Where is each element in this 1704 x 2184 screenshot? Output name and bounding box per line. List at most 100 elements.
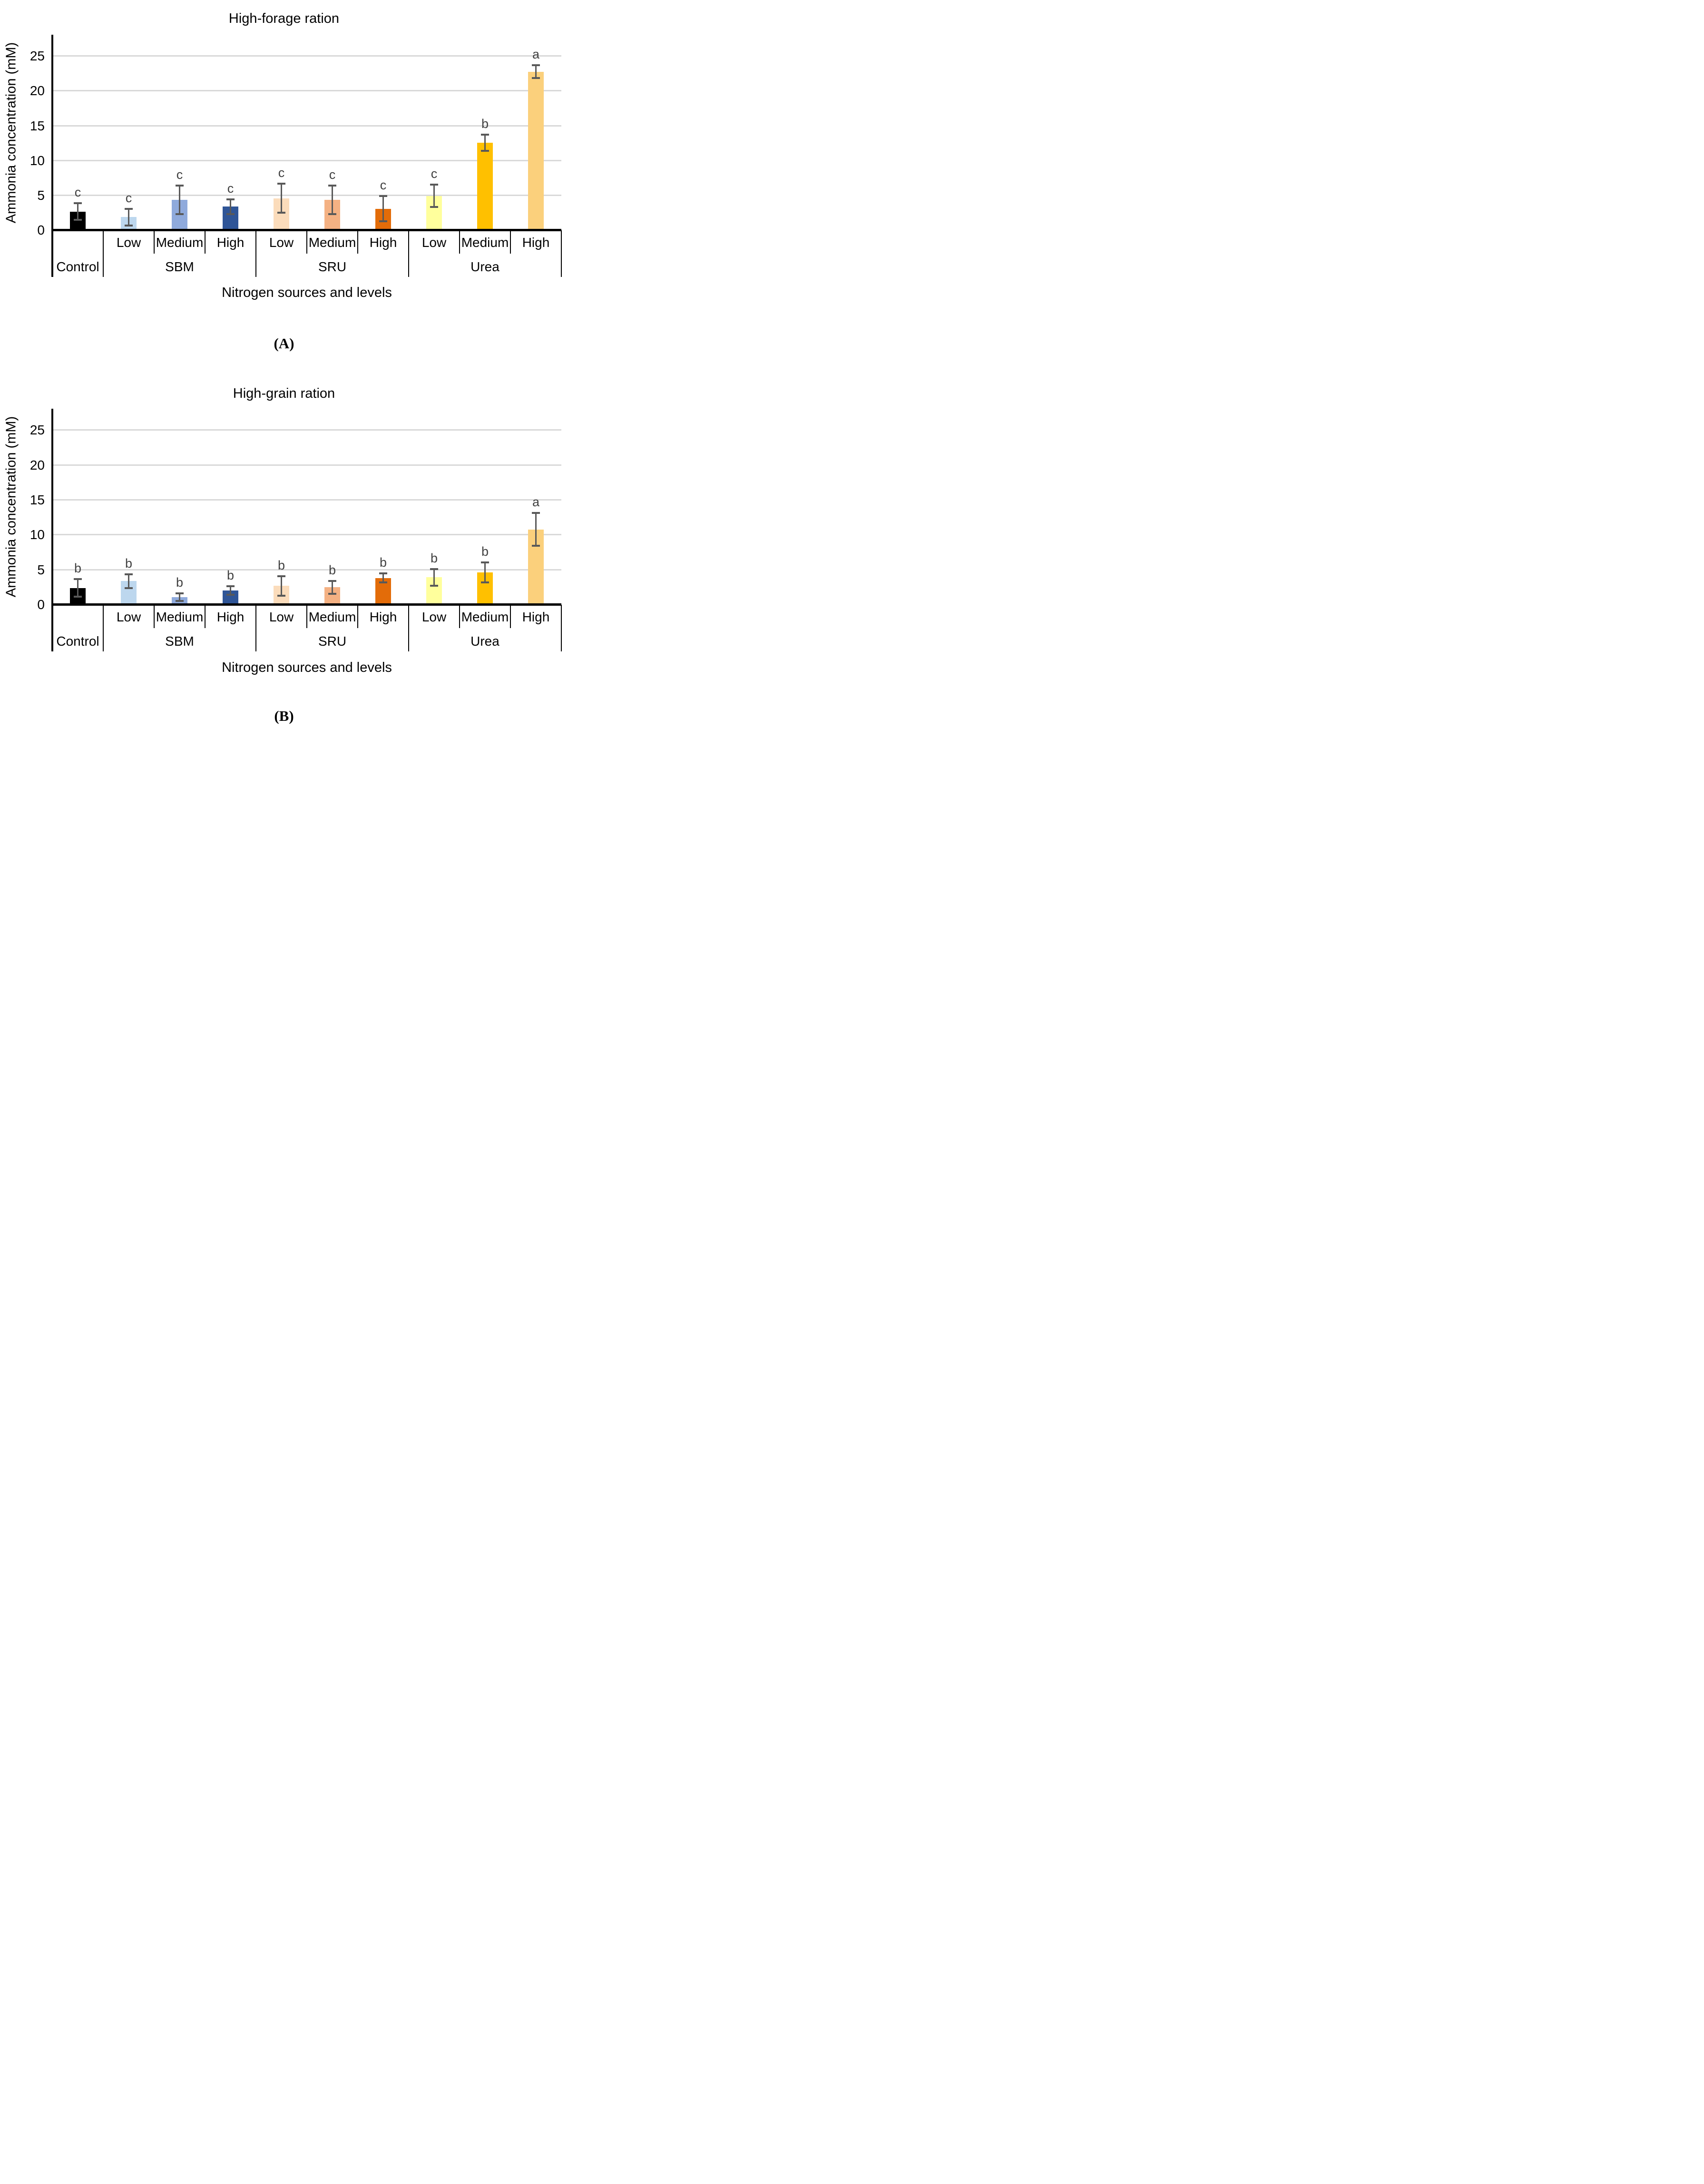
significance-letter: b: [481, 116, 489, 131]
group-label-cell: Control: [56, 259, 99, 274]
level-label-cell: Low: [269, 235, 294, 250]
error-bar-cap-bottom: [176, 213, 184, 216]
y-tick-label-0: 0: [37, 597, 45, 612]
error-bar-cap-top: [277, 183, 285, 185]
chart-a-plot-area: c c c c c c c c b a: [52, 35, 561, 231]
level-label-cell: Low: [116, 610, 141, 624]
error-bar-cap-bottom: [430, 206, 438, 208]
level-label-cell: [52, 230, 103, 254]
chart-b-plot-area: b b b b b b b b b a: [52, 409, 561, 606]
y-tick-label-25: 25: [29, 423, 45, 438]
y-tick-label-25: 25: [29, 49, 45, 64]
error-bar: [128, 574, 129, 588]
level-divider-line: [459, 605, 460, 628]
gridline-5: [52, 194, 561, 196]
significance-letter: b: [226, 568, 235, 583]
y-tick-label-5: 5: [37, 562, 45, 577]
significance-letter: b: [328, 563, 336, 578]
level-label-cell: [52, 605, 103, 628]
significance-letter: b: [430, 551, 438, 565]
error-bar-cap-bottom: [125, 587, 133, 589]
group-divider-line: [408, 230, 409, 277]
error-bar-cap-top: [328, 184, 336, 187]
chart-b-title: High-grain ration: [233, 386, 335, 401]
error-bar-cap-top: [430, 184, 438, 186]
bar-urea-medium: [477, 142, 493, 230]
chart-a-category-axis: Control SBM Low Medium High SRU Low Medium High U…: [52, 230, 562, 277]
error-bar-cap-top: [430, 568, 438, 570]
significance-letter: c: [227, 181, 234, 196]
error-bar: [77, 579, 78, 597]
error-bar-cap-top: [74, 578, 82, 580]
error-bar: [535, 65, 537, 79]
gridline-10: [52, 534, 561, 536]
error-bar: [484, 562, 486, 583]
group-label-cell: SBM: [165, 259, 194, 274]
level-divider-line: [306, 605, 307, 628]
significance-letter: b: [74, 561, 82, 576]
error-bar: [382, 573, 384, 583]
level-label-cell: High: [369, 235, 397, 250]
error-bar-cap-top: [379, 195, 387, 197]
group-divider-line: [561, 605, 562, 651]
group-label-cell: Urea: [470, 634, 499, 649]
level-label-cell: High: [216, 610, 245, 624]
error-bar-cap-bottom: [328, 592, 336, 595]
error-bar-cap-top: [379, 572, 387, 575]
significance-letter: b: [125, 556, 133, 571]
error-bar: [179, 593, 180, 601]
bar-urea-high: [528, 71, 544, 230]
error-bar-cap-bottom: [379, 220, 387, 222]
error-bar-cap-bottom: [226, 593, 235, 596]
level-divider-line: [306, 230, 307, 254]
level-label-cell: Medium: [461, 610, 509, 624]
gridline-25: [52, 55, 561, 57]
significance-letter: b: [481, 544, 489, 559]
error-bar-cap-bottom: [277, 212, 285, 214]
error-bar-cap-top: [125, 207, 133, 210]
level-label-cell: Medium: [308, 610, 356, 624]
error-bar: [77, 203, 78, 220]
significance-letter: a: [532, 47, 540, 61]
group-label-cell: Control: [56, 634, 99, 649]
level-divider-line: [205, 605, 206, 628]
level-divider-line: [154, 605, 155, 628]
error-bar-cap-bottom: [532, 545, 540, 547]
error-bar-cap-bottom: [277, 594, 285, 597]
group-label-cell: SBM: [165, 634, 194, 649]
gridline-10: [52, 159, 561, 161]
error-bar: [179, 186, 180, 215]
group-divider-line: [408, 605, 409, 651]
error-bar-cap-bottom: [481, 581, 489, 584]
gridline-15: [52, 499, 561, 501]
group-label-cell: Urea: [470, 259, 499, 274]
error-bar-cap-bottom: [226, 213, 235, 215]
level-divider-line: [154, 230, 155, 254]
error-bar-cap-bottom: [125, 224, 133, 226]
error-bar: [230, 199, 231, 214]
error-bar-cap-bottom: [481, 149, 489, 152]
error-bar-cap-top: [226, 198, 235, 200]
error-bar-cap-bottom: [532, 77, 540, 79]
gridline-25: [52, 429, 561, 431]
level-label-cell: Medium: [461, 235, 509, 250]
error-bar-cap-top: [74, 202, 82, 204]
y-axis-line: [51, 35, 53, 277]
error-bar-cap-bottom: [176, 600, 184, 602]
error-bar-cap-top: [328, 580, 336, 582]
error-bar-cap-top: [176, 185, 184, 187]
level-label-cell: High: [216, 235, 245, 250]
y-tick-label-5: 5: [37, 187, 45, 203]
chart-b-category-axis: Control SBM Low Medium High SRU Low Medium High U…: [52, 605, 562, 651]
error-bar-cap-top: [125, 573, 133, 575]
significance-letter: c: [278, 166, 285, 180]
significance-letter: c: [125, 190, 132, 205]
error-bar: [281, 576, 282, 596]
error-bar: [433, 185, 435, 207]
significance-letter: c: [74, 185, 81, 199]
chart-a-caption: (A): [274, 335, 294, 352]
error-bar-cap-top: [176, 592, 184, 594]
error-bar: [332, 581, 333, 594]
level-label-cell: Low: [421, 610, 447, 624]
significance-letter: c: [176, 167, 183, 182]
